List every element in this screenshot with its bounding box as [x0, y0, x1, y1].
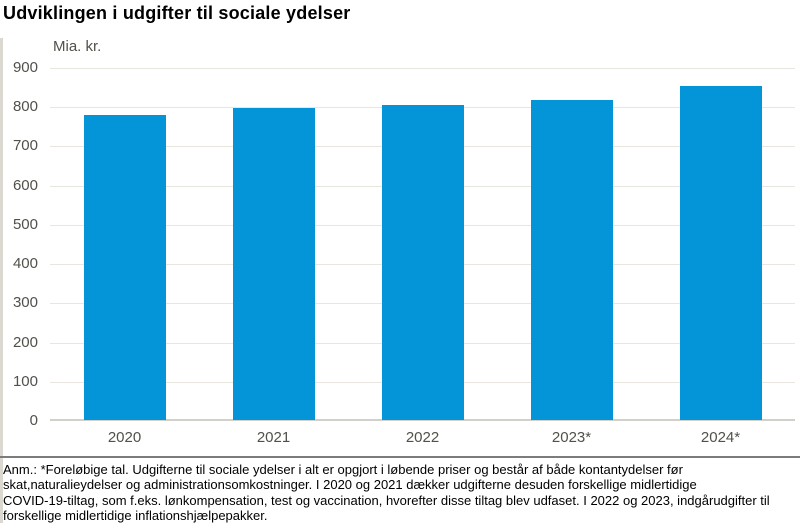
bar-2022: [382, 105, 464, 420]
bar-2023: [531, 100, 613, 420]
footnote-line: forskellige midlertidige inflationshjælp…: [3, 508, 268, 523]
footnote-line: Anm.: *Foreløbige tal. Udgifterne til so…: [3, 462, 683, 477]
bar-2024: [680, 86, 762, 420]
bar-2020: [84, 115, 166, 420]
bar-2021: [233, 108, 315, 420]
x-tick-label-2020: 2020: [107, 429, 142, 446]
left-edge-strip: [0, 38, 3, 523]
x-tick-label-2022: 2022: [405, 429, 440, 446]
x-axis-baseline: [50, 419, 795, 421]
gridline-900: [50, 68, 795, 69]
y-tick-label-700: 700: [12, 137, 38, 155]
x-axis-labels: 2020 2021 2022 2023* 2024*: [50, 429, 795, 449]
note-divider-line: [0, 456, 800, 458]
footnote-line: COVID-19-tiltag, som f.eks. lønkompensat…: [3, 492, 770, 508]
x-tick-label-2024: 2024*: [700, 429, 741, 446]
y-tick-label-0: 0: [29, 412, 38, 429]
footnote: Anm.: *Foreløbige tal. Udgifterne til so…: [3, 462, 798, 523]
y-axis-ticks: 0 100 200 300 400 500 600 700 800 900: [0, 59, 40, 429]
y-tick-label-500: 500: [12, 215, 38, 233]
y-tick-label-800: 800: [12, 98, 38, 116]
y-tick-label-100: 100: [12, 372, 38, 390]
x-tick-label-2023: 2023*: [551, 429, 592, 446]
y-tick-label-600: 600: [12, 176, 38, 194]
footnote-line: skat,naturalieydelser og administrations…: [3, 477, 697, 493]
x-tick-label-2021: 2021: [256, 429, 291, 446]
y-tick-label-200: 200: [12, 333, 38, 351]
plot-area: [50, 68, 795, 421]
y-tick-label-300: 300: [12, 294, 38, 312]
y-tick-label-900: 900: [12, 59, 38, 76]
chart-title: Udviklingen i udgifter til sociale ydels…: [3, 3, 351, 23]
y-axis-unit-label: Mia. kr.: [53, 38, 102, 55]
y-tick-label-400: 400: [12, 255, 38, 273]
